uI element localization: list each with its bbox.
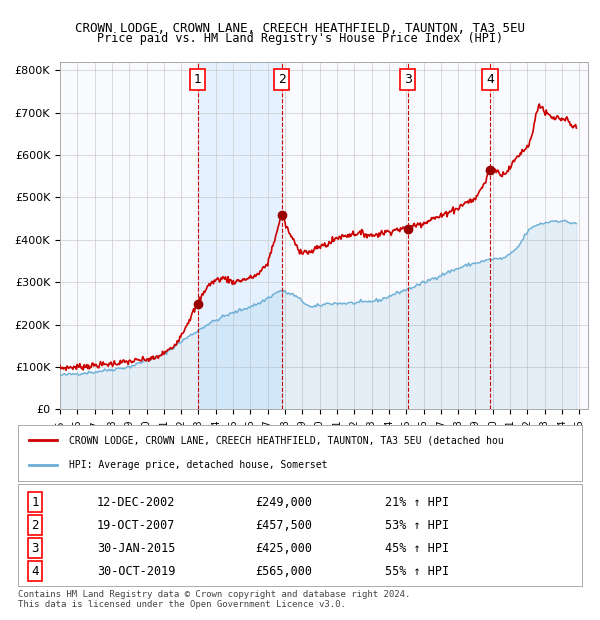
Text: 3: 3 [404,73,412,86]
Text: £249,000: £249,000 [255,495,312,508]
Text: 53% ↑ HPI: 53% ↑ HPI [385,518,449,531]
Text: 30-JAN-2015: 30-JAN-2015 [97,541,175,554]
Text: CROWN LODGE, CROWN LANE, CREECH HEATHFIELD, TAUNTON, TA3 5EU: CROWN LODGE, CROWN LANE, CREECH HEATHFIE… [75,22,525,35]
Bar [197,62,281,409]
Text: 2: 2 [31,518,38,531]
Text: 2: 2 [278,73,286,86]
Text: 55% ↑ HPI: 55% ↑ HPI [385,565,449,578]
Text: 45% ↑ HPI: 45% ↑ HPI [385,541,449,554]
Text: 12-DEC-2002: 12-DEC-2002 [97,495,175,508]
Text: 3: 3 [31,541,38,554]
Text: 1: 1 [31,495,38,508]
Text: 19-OCT-2007: 19-OCT-2007 [97,518,175,531]
Text: 1: 1 [194,73,202,86]
Text: Contains HM Land Registry data © Crown copyright and database right 2024.: Contains HM Land Registry data © Crown c… [18,590,410,600]
Text: 4: 4 [31,565,38,578]
Text: 21% ↑ HPI: 21% ↑ HPI [385,495,449,508]
Text: £565,000: £565,000 [255,565,312,578]
Text: £457,500: £457,500 [255,518,312,531]
Text: 30-OCT-2019: 30-OCT-2019 [97,565,175,578]
Text: CROWN LODGE, CROWN LANE, CREECH HEATHFIELD, TAUNTON, TA3 5EU (detached hou: CROWN LODGE, CROWN LANE, CREECH HEATHFIE… [69,435,503,445]
Text: 4: 4 [486,73,494,86]
Text: Price paid vs. HM Land Registry's House Price Index (HPI): Price paid vs. HM Land Registry's House … [97,32,503,45]
Text: This data is licensed under the Open Government Licence v3.0.: This data is licensed under the Open Gov… [18,600,346,609]
Text: £425,000: £425,000 [255,541,312,554]
Text: HPI: Average price, detached house, Somerset: HPI: Average price, detached house, Some… [69,460,327,470]
